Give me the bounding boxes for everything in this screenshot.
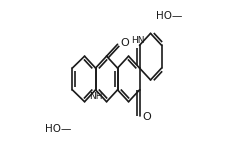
Text: HN: HN bbox=[132, 36, 145, 45]
Text: O: O bbox=[143, 112, 151, 122]
Text: HO—: HO— bbox=[44, 124, 71, 135]
Text: NH: NH bbox=[89, 92, 102, 101]
Text: HO—: HO— bbox=[156, 11, 182, 21]
Text: O: O bbox=[120, 38, 129, 48]
